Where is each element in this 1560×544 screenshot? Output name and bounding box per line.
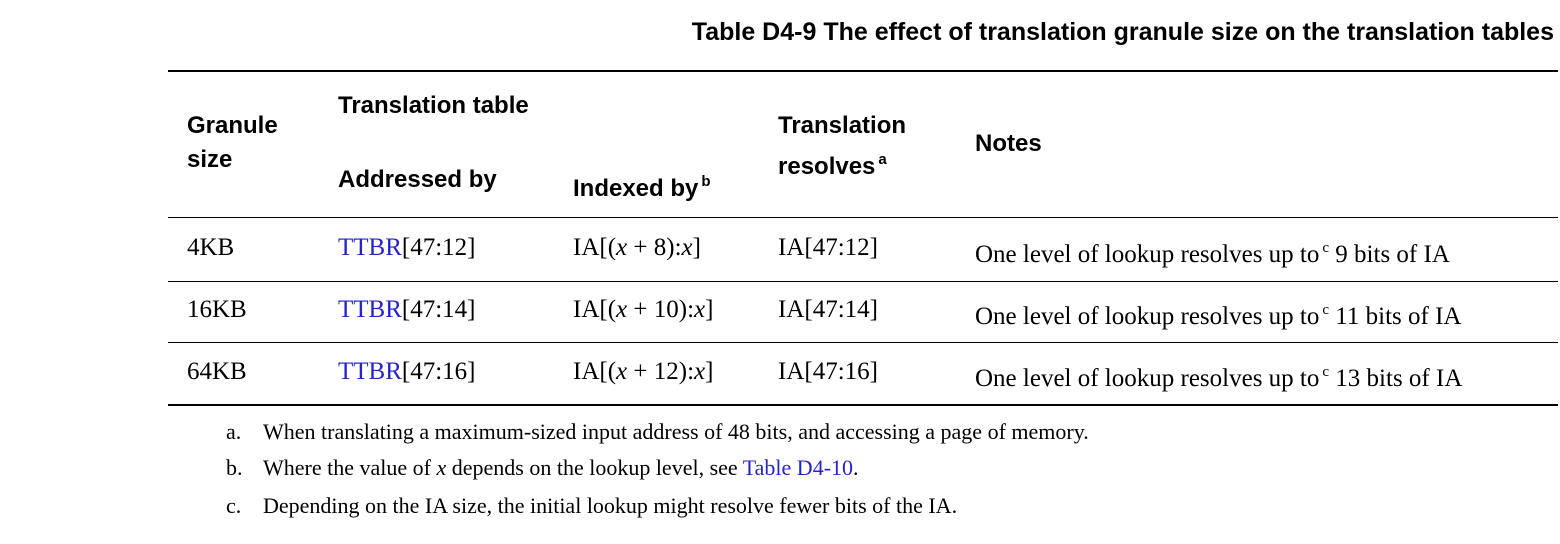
header-translation-table-group: Translation table	[338, 92, 529, 119]
cell-resolves: IA[47:16]	[778, 358, 878, 385]
footnote-text: When translating a maximum-sized input a…	[263, 419, 1089, 444]
header-resolves-line2: resolves	[778, 153, 876, 180]
idx-post: ]	[705, 358, 714, 385]
cell-resolves: IA[47:14]	[778, 296, 878, 323]
cell-addressed-by: TTBR[47:14]	[338, 295, 476, 325]
footnote-b: b. Where the value of x depends on the lo…	[226, 454, 859, 482]
cell-notes: One level of lookup resolves up to c 11 b…	[975, 295, 1461, 332]
footnote-text: .	[853, 455, 859, 480]
addr-range: [47:14]	[401, 296, 476, 323]
cell-indexed-by: IA[(x + 10):x]	[573, 295, 713, 325]
header-translation-resolves: Translation resolves a	[778, 109, 906, 184]
header-resolves-line1: Translation	[778, 112, 907, 139]
table-top-rule	[168, 70, 1558, 72]
cell-indexed-by: IA[(x + 12):x]	[573, 357, 713, 387]
ttbr-link[interactable]: TTBR	[338, 234, 402, 261]
row-divider	[168, 342, 1558, 343]
header-notes: Notes	[975, 130, 1042, 157]
idx-pre: IA[(	[573, 296, 617, 323]
table-bottom-rule	[168, 404, 1558, 406]
header-granule-size: Granule size	[187, 109, 278, 177]
footnote-letter: b.	[226, 455, 243, 480]
header-bottom-rule	[168, 217, 1558, 218]
footnote-var: x	[436, 455, 447, 480]
ttbr-link[interactable]: TTBR	[338, 296, 402, 323]
table-caption: Table D4-9 The effect of translation gra…	[691, 18, 1554, 46]
idx-var: x	[694, 358, 706, 385]
ttbr-link[interactable]: TTBR	[338, 358, 402, 385]
cell-notes: One level of lookup resolves up to c 9 bi…	[975, 233, 1450, 270]
idx-post: ]	[705, 296, 714, 323]
addr-range: [47:12]	[401, 234, 476, 261]
cell-indexed-by: IA[(x + 8):x]	[573, 233, 701, 263]
idx-mid: + 10):	[627, 296, 695, 323]
row-divider	[168, 281, 1558, 282]
cell-resolves: IA[47:12]	[778, 234, 878, 261]
footnote-ref-c: c	[1322, 302, 1330, 318]
notes-bits: 13 bits of IA	[1329, 365, 1463, 392]
header-granule-line2: size	[187, 146, 233, 173]
footnote-c: c. Depending on the IA size, the initial …	[226, 492, 957, 520]
footnote-ref-c: c	[1322, 240, 1330, 256]
cell-granule: 64KB	[187, 358, 247, 385]
notes-text: One level of lookup resolves up to	[975, 303, 1320, 330]
cell-granule: 16KB	[187, 296, 247, 323]
footnote-letter: a.	[226, 419, 242, 444]
notes-bits: 9 bits of IA	[1329, 241, 1450, 268]
idx-var: x	[694, 296, 706, 323]
notes-text: One level of lookup resolves up to	[975, 241, 1320, 268]
cell-addressed-by: TTBR[47:12]	[338, 233, 476, 263]
footnote-ref-c: c	[1322, 364, 1330, 380]
idx-var: x	[616, 358, 628, 385]
header-indexed-by: Indexed by b	[573, 165, 711, 206]
notes-bits: 11 bits of IA	[1329, 303, 1462, 330]
notes-text: One level of lookup resolves up to	[975, 365, 1320, 392]
table-d4-10-link[interactable]: Table D4-10	[742, 455, 854, 480]
idx-mid: + 12):	[627, 358, 695, 385]
footnote-text: Depending on the IA size, the initial lo…	[263, 493, 958, 518]
cell-granule: 4KB	[187, 234, 235, 261]
cell-notes: One level of lookup resolves up to c 13 b…	[975, 357, 1462, 394]
footnote-text: depends on the lookup level, see	[446, 455, 743, 480]
footnote-a: a. When translating a maximum-sized input…	[226, 418, 1089, 446]
cell-addressed-by: TTBR[47:16]	[338, 357, 476, 387]
header-indexed-by-label: Indexed by	[573, 175, 699, 202]
idx-var: x	[681, 234, 693, 261]
idx-post: ]	[692, 234, 701, 261]
idx-var: x	[616, 234, 628, 261]
footnote-ref-a: a	[878, 151, 887, 168]
idx-mid: + 8):	[627, 234, 682, 261]
header-addressed-by: Addressed by	[338, 166, 497, 193]
idx-var: x	[616, 296, 628, 323]
footnote-letter: c.	[226, 493, 242, 518]
idx-pre: IA[(	[573, 358, 617, 385]
addr-range: [47:16]	[401, 358, 476, 385]
idx-pre: IA[(	[573, 234, 617, 261]
header-granule-line1: Granule	[187, 112, 278, 139]
footnote-ref-b: b	[701, 173, 711, 190]
footnote-text: Where the value of	[263, 455, 437, 480]
